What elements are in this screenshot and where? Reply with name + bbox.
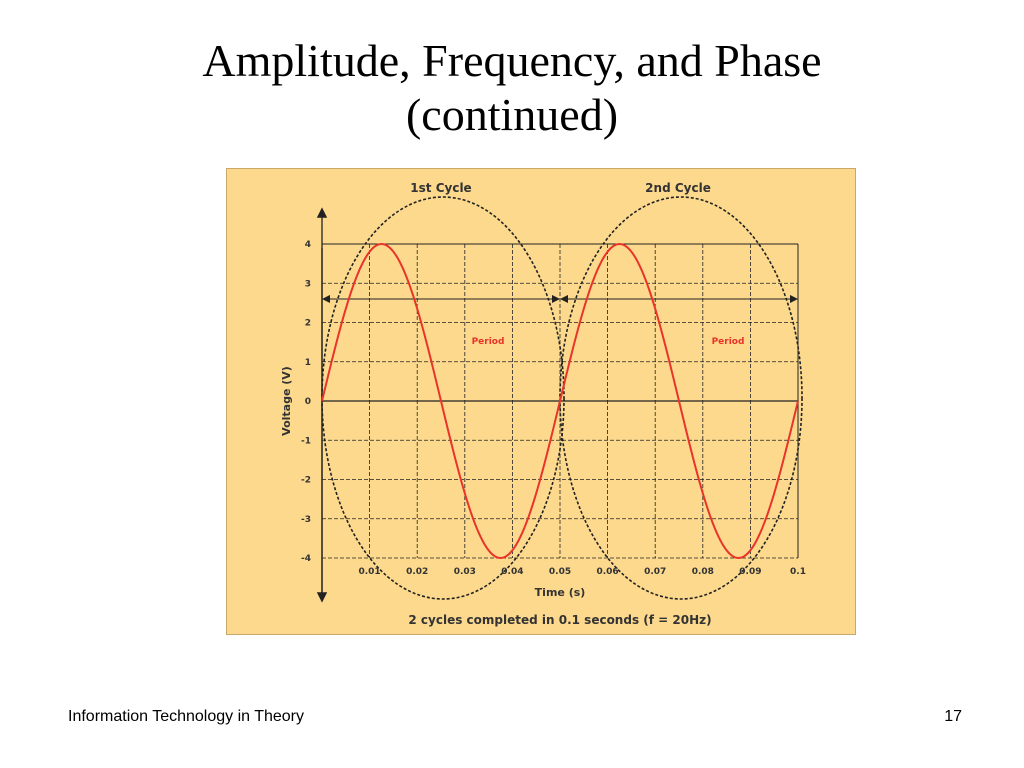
cycle-ellipses: [321, 196, 803, 600]
cycle2-ellipse: [559, 196, 803, 600]
page-number: 17: [944, 708, 962, 725]
y-tick-label: 0: [305, 397, 311, 407]
sine-wave-figure: 4 3 2 1 0 -1 -2 -3 -4 0.01 0.02 0.03 0.04 0.05 0.06 0.0…: [226, 168, 856, 635]
x-tick-label: 0.01: [358, 567, 380, 577]
y-tick-label: 3: [305, 279, 311, 289]
x-tick-label: 0.05: [549, 567, 571, 577]
y-tick-label: 2: [305, 319, 311, 329]
x-tick-label: 0.1: [790, 567, 806, 577]
slide-title: Amplitude, Frequency, and Phase (continu…: [0, 34, 1024, 142]
y-tick-label: 4: [305, 240, 311, 250]
period-label-2: Period: [712, 337, 745, 347]
x-tick-label: 0.09: [739, 567, 761, 577]
x-tick-label: 0.02: [406, 567, 428, 577]
y-tick-label: -4: [301, 554, 311, 564]
x-tick-label: 0.07: [644, 567, 666, 577]
figure-caption: 2 cycles completed in 0.1 seconds (f = 2…: [408, 613, 711, 627]
wave-layer: [321, 242, 799, 560]
y-tick-label: -2: [301, 476, 311, 486]
x-tick-label: 0.03: [454, 567, 476, 577]
slide-title-line1: Amplitude, Frequency, and Phase: [202, 35, 822, 86]
x-tick-label: 0.04: [501, 567, 523, 577]
sine-wave-chart: 4 3 2 1 0 -1 -2 -3 -4 0.01 0.02 0.03 0.04 0.05 0.06 0.0…: [226, 168, 856, 635]
tick-labels: 4 3 2 1 0 -1 -2 -3 -4 0.01 0.02 0.03 0.04 0.05 0.06 0.0…: [301, 240, 806, 577]
period-label-1: Period: [472, 337, 505, 347]
cycle2-label: 2nd Cycle: [645, 181, 711, 195]
y-tick-label: -3: [301, 515, 311, 525]
slide-title-line2: (continued): [405, 89, 619, 140]
x-axis-title: Time (s): [535, 586, 586, 599]
x-tick-label: 0.08: [692, 567, 714, 577]
y-tick-label: 1: [305, 358, 311, 368]
cycle1-ellipse: [321, 196, 565, 600]
y-axis-title: Voltage (V): [280, 366, 293, 436]
footer-course-title: Information Technology in Theory: [68, 708, 304, 725]
x-tick-label: 0.06: [596, 567, 618, 577]
cycle1-label: 1st Cycle: [410, 181, 471, 195]
y-tick-label: -1: [301, 436, 311, 446]
